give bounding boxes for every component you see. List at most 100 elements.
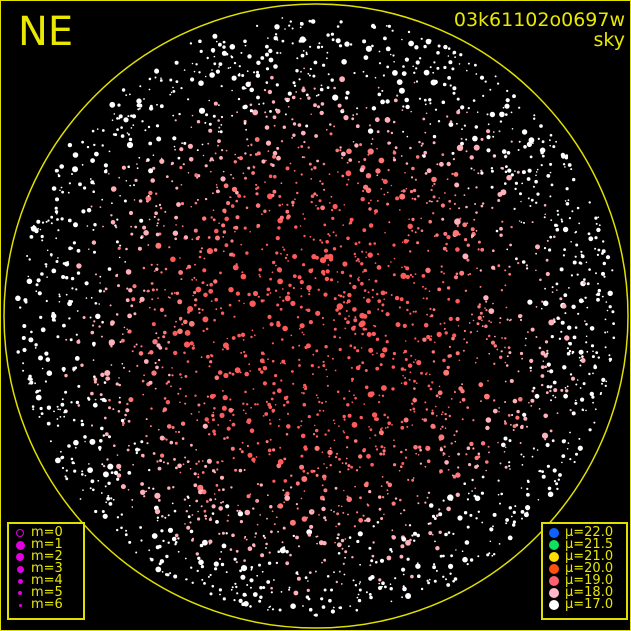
star-mark (276, 463, 282, 469)
star-mark (410, 176, 414, 179)
star-mark (256, 523, 259, 526)
star-mark (485, 338, 488, 341)
star-mark (564, 166, 566, 168)
star-mark (575, 399, 577, 402)
star-mark (404, 448, 408, 451)
star-mark (506, 318, 509, 321)
star-mark (319, 87, 324, 92)
star-mark (484, 80, 487, 83)
star-mark (333, 297, 337, 301)
star-mark (605, 301, 608, 303)
star-mark (474, 203, 477, 205)
star-mark (102, 225, 104, 228)
star-mark (582, 300, 585, 303)
star-mark (364, 328, 368, 331)
brightness-color-icon (549, 564, 559, 574)
star-mark (386, 65, 390, 69)
star-mark (558, 473, 562, 477)
star-mark (272, 189, 277, 194)
star-mark (325, 269, 330, 274)
star-mark (411, 424, 414, 426)
star-mark (394, 497, 398, 500)
star-mark (175, 224, 177, 226)
star-mark (323, 463, 325, 465)
star-mark (415, 80, 419, 83)
star-mark (259, 586, 263, 590)
star-mark (489, 540, 492, 543)
star-mark (93, 182, 95, 185)
star-mark (344, 556, 346, 559)
star-mark (540, 374, 545, 378)
star-mark (34, 343, 38, 347)
star-mark (535, 171, 538, 173)
star-mark (118, 377, 120, 379)
star-mark (398, 469, 401, 472)
star-mark (454, 194, 457, 197)
star-mark (29, 380, 34, 385)
star-mark (230, 204, 235, 208)
star-mark (343, 204, 346, 206)
star-mark (284, 256, 288, 260)
star-mark (28, 337, 34, 343)
star-mark (219, 271, 222, 275)
star-mark (246, 403, 249, 406)
star-mark (339, 76, 345, 83)
star-mark (604, 318, 607, 321)
star-mark (391, 365, 395, 369)
star-mark (505, 113, 508, 116)
star-mark (230, 588, 233, 591)
star-mark (505, 518, 509, 522)
star-mark (549, 139, 551, 142)
star-mark (412, 361, 415, 363)
star-mark (328, 234, 331, 237)
star-mark (526, 331, 529, 334)
star-mark (415, 382, 418, 384)
star-mark (174, 237, 177, 241)
star-mark (597, 248, 601, 252)
star-mark (267, 358, 269, 361)
star-mark (355, 113, 358, 116)
star-mark (291, 42, 294, 45)
star-mark (393, 439, 395, 442)
star-mark (541, 300, 544, 303)
star-mark (508, 465, 511, 467)
star-mark (241, 271, 244, 274)
star-mark (436, 163, 439, 166)
star-mark (200, 247, 203, 250)
star-mark (348, 536, 352, 539)
star-mark (504, 346, 506, 349)
star-mark (571, 350, 575, 354)
star-mark (385, 25, 388, 27)
star-mark (174, 541, 178, 544)
star-mark (172, 230, 179, 236)
star-mark (354, 255, 357, 258)
star-mark (403, 539, 406, 542)
star-mark (302, 213, 305, 215)
star-mark (446, 178, 449, 181)
star-mark (175, 431, 177, 433)
star-mark (203, 292, 208, 298)
star-mark (279, 296, 281, 298)
star-mark (305, 93, 309, 97)
star-mark (523, 221, 525, 224)
star-mark (98, 289, 102, 293)
star-mark (267, 494, 269, 497)
star-mark (245, 538, 248, 541)
star-mark (249, 81, 252, 84)
star-mark (422, 154, 426, 158)
star-mark (520, 487, 523, 489)
star-mark (280, 591, 283, 593)
star-mark (547, 486, 552, 491)
star-mark (392, 70, 398, 76)
star-mark (148, 218, 151, 221)
star-mark (549, 389, 552, 393)
star-mark (477, 455, 481, 458)
star-mark (71, 461, 75, 465)
star-mark (221, 531, 225, 535)
star-mark (353, 71, 356, 75)
magnitude-symbol-icon (18, 603, 22, 607)
star-mark (412, 310, 415, 313)
star-mark (190, 443, 193, 447)
star-mark (378, 430, 384, 436)
star-mark (455, 549, 457, 551)
